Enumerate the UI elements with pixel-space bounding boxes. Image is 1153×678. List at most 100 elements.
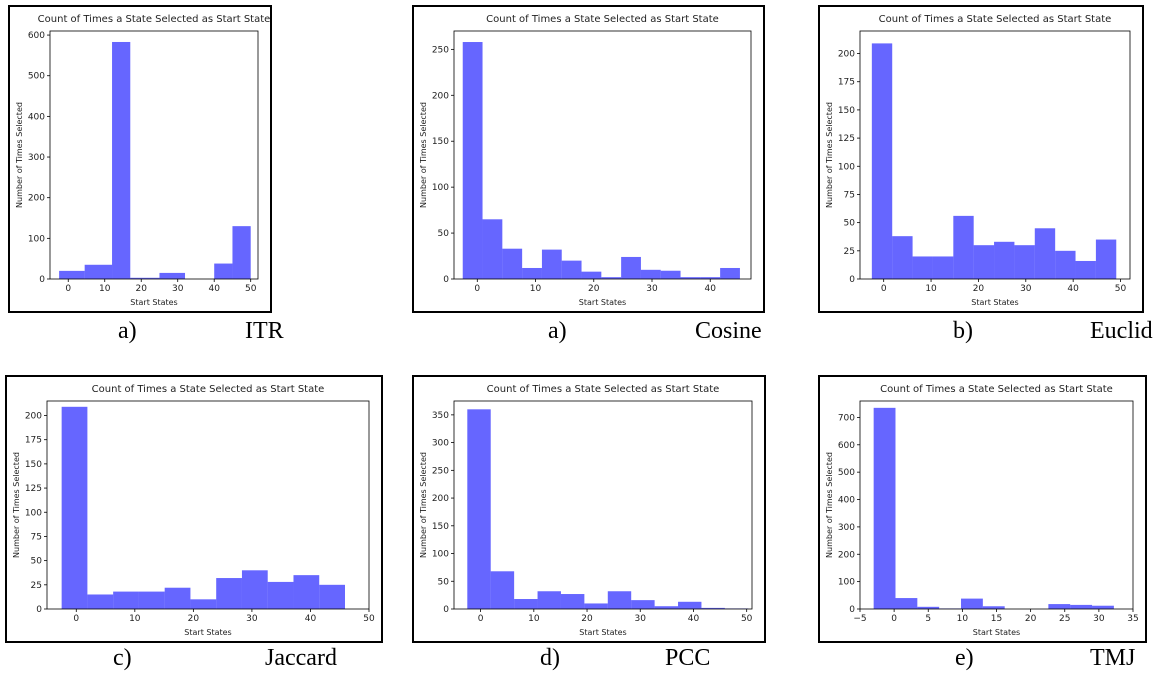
y-tick-label: 0 xyxy=(443,605,449,615)
histogram-bar xyxy=(871,43,893,280)
x-axis-label: Start States xyxy=(973,628,1020,637)
y-tick-label: 175 xyxy=(25,436,42,446)
x-axis-label: Start States xyxy=(130,298,177,307)
histogram-bar xyxy=(84,264,113,279)
histogram-bar xyxy=(130,277,160,279)
histogram-bar xyxy=(678,601,702,609)
y-tick-label: 300 xyxy=(838,523,855,533)
histogram-bar xyxy=(607,591,632,609)
chart-panel: Count of Times a State Selected as Start… xyxy=(412,5,765,313)
y-axis-label: Number of Times Selected xyxy=(419,452,428,558)
chart: Count of Times a State Selected as Start… xyxy=(825,384,1139,637)
histogram-bar xyxy=(584,603,608,609)
y-tick-label: 150 xyxy=(432,522,449,532)
chart: Count of Times a State Selected as Start… xyxy=(419,14,752,307)
y-tick-label: 400 xyxy=(838,496,855,506)
x-tick-label: 40 xyxy=(1067,284,1079,294)
histogram-bar xyxy=(961,598,983,609)
y-tick-label: 100 xyxy=(838,162,855,172)
x-tick-label: 35 xyxy=(1127,614,1138,624)
x-tick-label: 0 xyxy=(891,614,897,624)
histogram-bar xyxy=(1034,228,1056,279)
chart-panel: Count of Times a State Selected as Start… xyxy=(5,375,383,643)
x-tick-label: 40 xyxy=(705,284,717,294)
histogram-bar xyxy=(241,570,268,609)
histogram-bar xyxy=(113,591,139,609)
y-tick-label: 250 xyxy=(432,45,449,55)
chart: Count of Times a State Selected as Start… xyxy=(419,384,753,637)
histogram-bar xyxy=(293,575,320,609)
chart-panel: Count of Times a State Selected as Start… xyxy=(818,5,1144,313)
histogram-bar xyxy=(561,260,582,279)
histogram-bar xyxy=(660,270,681,279)
plot-frame xyxy=(859,30,1131,280)
histogram-bar xyxy=(164,587,191,609)
x-tick-label: 25 xyxy=(1059,614,1070,624)
y-tick-label: 200 xyxy=(432,494,449,504)
panel-caption: Cosine xyxy=(695,318,762,344)
histogram-bar xyxy=(701,607,725,609)
y-tick-label: 0 xyxy=(443,275,449,285)
chart: Count of Times a State Selected as Start… xyxy=(825,14,1131,307)
histogram-bar xyxy=(720,267,740,279)
y-tick-label: 200 xyxy=(838,550,855,560)
x-tick-label: 30 xyxy=(646,284,658,294)
histogram-bar xyxy=(581,271,602,279)
y-tick-label: 75 xyxy=(844,190,855,200)
panel-label: d) xyxy=(540,645,560,671)
x-tick-label: 15 xyxy=(991,614,1002,624)
x-tick-label: 10 xyxy=(925,284,937,294)
y-tick-label: 0 xyxy=(849,275,855,285)
y-tick-label: 50 xyxy=(844,219,856,229)
histogram-bar xyxy=(232,226,251,279)
chart-title: Count of Times a State Selected as Start… xyxy=(38,14,270,25)
y-tick-label: 150 xyxy=(838,106,855,116)
y-tick-label: 200 xyxy=(28,194,45,204)
histogram-bar xyxy=(892,236,913,279)
plot-frame xyxy=(46,400,370,610)
histogram-bar xyxy=(190,599,217,609)
chart-panel: Count of Times a State Selected as Start… xyxy=(8,5,272,313)
panel-caption: Jaccard xyxy=(265,645,337,671)
histogram-bar xyxy=(631,600,655,609)
x-tick-label: 10 xyxy=(957,614,969,624)
histogram-bar xyxy=(621,256,641,279)
y-tick-label: 0 xyxy=(849,605,855,615)
x-tick-label: 0 xyxy=(65,284,71,294)
x-axis-label: Start States xyxy=(579,628,626,637)
histogram-bar xyxy=(994,241,1015,279)
y-axis-label: Number of Times Selected xyxy=(825,102,834,208)
y-axis-label: Number of Times Selected xyxy=(825,452,834,558)
chart-title: Count of Times a State Selected as Start… xyxy=(487,384,720,395)
y-tick-label: 25 xyxy=(31,581,42,591)
x-tick-label: 10 xyxy=(530,284,542,294)
panel-label: c) xyxy=(113,645,132,671)
panel-label: e) xyxy=(955,645,974,671)
x-tick-label: 50 xyxy=(741,614,753,624)
histogram-bar xyxy=(973,245,995,279)
y-axis-label: Number of Times Selected xyxy=(15,102,24,208)
histogram-bar xyxy=(654,606,679,609)
y-tick-label: 125 xyxy=(838,134,855,144)
histogram-bar xyxy=(514,599,538,609)
histogram-bar xyxy=(482,219,503,279)
histogram-bar xyxy=(319,584,345,609)
y-tick-label: 100 xyxy=(28,234,45,244)
histogram-bar xyxy=(537,591,561,609)
panel-caption: Euclidian xyxy=(1090,318,1153,344)
panel-caption: TMJ xyxy=(1090,645,1136,671)
histogram-bar xyxy=(680,277,701,279)
histogram-bar xyxy=(1092,605,1114,609)
histogram-bar xyxy=(462,42,483,280)
y-tick-label: 0 xyxy=(39,275,45,285)
y-tick-label: 250 xyxy=(432,466,449,476)
chart-title: Count of Times a State Selected as Start… xyxy=(486,14,719,25)
y-tick-label: 350 xyxy=(432,411,449,421)
y-tick-label: 100 xyxy=(432,550,449,560)
histogram-bar xyxy=(601,277,622,279)
x-tick-label: 30 xyxy=(1093,614,1105,624)
panel-caption: PCC xyxy=(665,645,711,671)
histogram-bar xyxy=(467,409,491,609)
histogram-bar xyxy=(895,598,918,609)
